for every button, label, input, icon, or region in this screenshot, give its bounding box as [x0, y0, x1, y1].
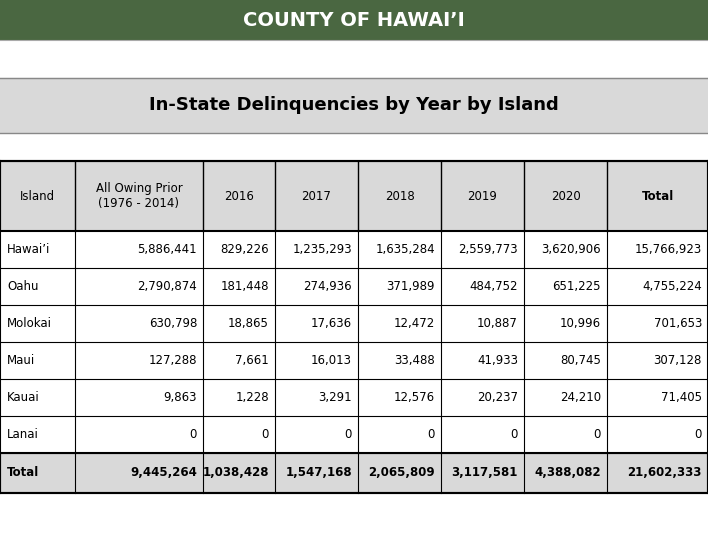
Text: 12,576: 12,576: [394, 391, 435, 404]
Text: 0: 0: [510, 428, 518, 441]
Text: 0: 0: [262, 428, 269, 441]
Text: 1,547,168: 1,547,168: [285, 466, 352, 479]
Text: COUNTY OF HAWAI’I: COUNTY OF HAWAI’I: [243, 11, 465, 30]
Text: Island: Island: [20, 189, 55, 202]
Text: 15,766,923: 15,766,923: [635, 243, 702, 256]
Text: 24,210: 24,210: [560, 391, 601, 404]
Text: 0: 0: [345, 428, 352, 441]
Text: 2020: 2020: [551, 189, 581, 202]
Bar: [0, 379, 708, 416]
Text: 4,755,224: 4,755,224: [642, 280, 702, 293]
Text: 4,388,082: 4,388,082: [535, 466, 601, 479]
Text: 80,745: 80,745: [560, 354, 601, 367]
Text: 127,288: 127,288: [149, 354, 197, 367]
Text: Kauai: Kauai: [7, 391, 40, 404]
Text: In-State Delinquencies by Year by Island: In-State Delinquencies by Year by Island: [149, 96, 559, 115]
Text: Lanai: Lanai: [7, 428, 39, 441]
Bar: [0, 453, 708, 493]
Bar: [0, 305, 708, 342]
Text: 0: 0: [695, 428, 702, 441]
Text: 10,887: 10,887: [477, 317, 518, 330]
Text: 3,117,581: 3,117,581: [452, 466, 518, 479]
Text: 3,291: 3,291: [319, 391, 352, 404]
Text: 16,013: 16,013: [311, 354, 352, 367]
Text: 21,602,333: 21,602,333: [627, 466, 702, 479]
Text: 1,038,428: 1,038,428: [202, 466, 269, 479]
Text: 630,798: 630,798: [149, 317, 197, 330]
Bar: [0, 161, 708, 493]
Text: 1,228: 1,228: [235, 391, 269, 404]
Text: 0: 0: [593, 428, 601, 441]
Text: All Owing Prior
(1976 - 2014): All Owing Prior (1976 - 2014): [96, 182, 183, 210]
Text: 1,235,293: 1,235,293: [292, 243, 352, 256]
Text: 33,488: 33,488: [394, 354, 435, 367]
Text: Total: Total: [7, 466, 39, 479]
Text: 181,448: 181,448: [220, 280, 269, 293]
Text: 5,886,441: 5,886,441: [137, 243, 197, 256]
Text: 17,636: 17,636: [311, 317, 352, 330]
Text: 3,620,906: 3,620,906: [542, 243, 601, 256]
Text: 9,445,264: 9,445,264: [130, 466, 197, 479]
Text: 2,559,773: 2,559,773: [458, 243, 518, 256]
Text: 7,661: 7,661: [235, 354, 269, 367]
Text: 2017: 2017: [302, 189, 331, 202]
Text: Maui: Maui: [7, 354, 35, 367]
Text: Molokai: Molokai: [7, 317, 52, 330]
Text: Total: Total: [641, 189, 673, 202]
Text: 2016: 2016: [224, 189, 254, 202]
Bar: [0, 268, 708, 305]
Text: 274,936: 274,936: [303, 280, 352, 293]
Bar: [0, 161, 708, 231]
Text: 2019: 2019: [467, 189, 498, 202]
Text: Hawai’i: Hawai’i: [7, 243, 50, 256]
Text: 484,752: 484,752: [469, 280, 518, 293]
Text: 10,996: 10,996: [560, 317, 601, 330]
Text: 2,790,874: 2,790,874: [137, 280, 197, 293]
Bar: [0, 416, 708, 453]
Bar: [0, 231, 708, 268]
Text: 701,653: 701,653: [653, 317, 702, 330]
Bar: [0, 40, 708, 78]
Bar: [0, 342, 708, 379]
Text: 9,863: 9,863: [164, 391, 197, 404]
Text: 41,933: 41,933: [477, 354, 518, 367]
Text: 829,226: 829,226: [220, 243, 269, 256]
Text: 0: 0: [190, 428, 197, 441]
Text: 20,237: 20,237: [477, 391, 518, 404]
Text: Oahu: Oahu: [7, 280, 38, 293]
Bar: [0, 78, 708, 133]
Bar: [0, 133, 708, 161]
Bar: [0, 0, 708, 40]
Text: 71,405: 71,405: [661, 391, 702, 404]
Text: 1,635,284: 1,635,284: [375, 243, 435, 256]
Text: 2,065,809: 2,065,809: [368, 466, 435, 479]
Text: 651,225: 651,225: [552, 280, 601, 293]
Text: 307,128: 307,128: [653, 354, 702, 367]
Text: 0: 0: [428, 428, 435, 441]
Text: 371,989: 371,989: [387, 280, 435, 293]
Text: 12,472: 12,472: [394, 317, 435, 330]
Text: 18,865: 18,865: [228, 317, 269, 330]
Text: 2018: 2018: [384, 189, 414, 202]
